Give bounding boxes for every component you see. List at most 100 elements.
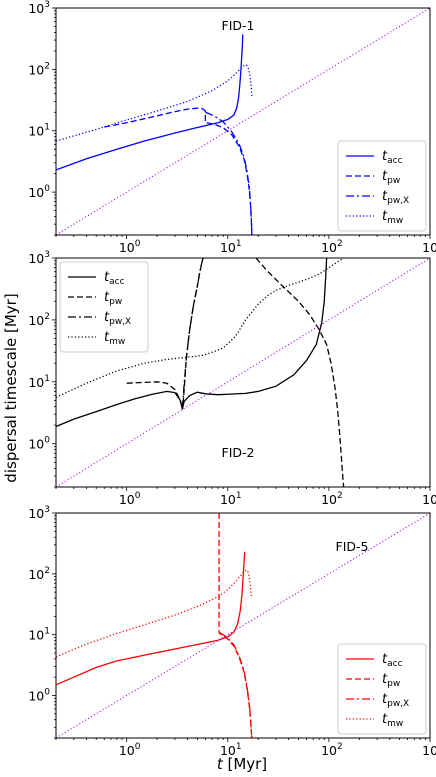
y-tick-label: 101: [28, 627, 50, 643]
legend-label-var: t: [104, 290, 110, 305]
y-tick-label: 100: [28, 687, 50, 703]
plot-frame: [55, 512, 431, 739]
series-tacc-line: [56, 34, 244, 171]
legend-label-var: t: [104, 330, 110, 345]
legend-label-var: t: [104, 310, 110, 325]
legend-label: tacc: [382, 652, 403, 669]
legend-label-var: t: [382, 652, 388, 667]
legend: tacc tpw tpw,X t mw: [337, 140, 427, 232]
series-tpwX-line: [205, 111, 253, 235]
legend-label: tpw,X: [104, 310, 131, 327]
legend-label-sub: pw: [109, 297, 122, 307]
panels: 100101102103100101102103FID-1tacctpwtpw,…: [28, 0, 436, 758]
y-tick-label-exp: 3: [44, 505, 50, 515]
series-tmw-line: [56, 258, 345, 398]
x-tick-label-exp: 1: [236, 239, 242, 249]
legend-label-sub: mw: [109, 337, 125, 347]
x-tick-label-base: 10: [119, 492, 135, 507]
y-tick-label: 102: [28, 566, 50, 582]
legend-label-sub: pw,X: [387, 196, 409, 206]
y-tick-label-exp: 0: [44, 436, 50, 446]
x-tick-label: 102: [321, 239, 343, 255]
series-tmw-line: [56, 64, 253, 142]
series-group: [56, 513, 430, 738]
y-tick-label-exp: 2: [44, 566, 50, 576]
y-tick-label: 101: [28, 374, 50, 390]
x-tick-label-base: 10: [422, 492, 436, 507]
series-tpwX-line: [181, 258, 204, 409]
legend-label-sub: acc: [387, 659, 402, 669]
x-tick-label-exp: 0: [135, 491, 141, 501]
x-tick-label-base: 10: [422, 240, 436, 255]
x-tick-label: 103: [422, 742, 436, 758]
x-axis-title-var: t: [217, 755, 224, 773]
legend-label-var: t: [382, 672, 388, 687]
x-tick-label: 101: [220, 742, 242, 758]
ticks: 100101102103100101102103: [28, 0, 436, 255]
y-tick-label: 103: [28, 250, 50, 266]
y-tick-label-exp: 3: [44, 250, 50, 260]
y-tick-label-base: 10: [28, 375, 44, 390]
y-tick-label-base: 10: [28, 688, 44, 703]
series-tpw-late-line: [255, 258, 345, 487]
x-tick-label-exp: 2: [337, 239, 343, 249]
series-one-to-one-line: [56, 8, 430, 235]
y-tick-label: 100: [28, 436, 50, 452]
panel-label: FID-1: [222, 18, 255, 33]
x-tick-label-exp: 2: [337, 742, 343, 752]
x-tick-label: 101: [220, 491, 242, 507]
y-tick-label-exp: 3: [44, 0, 50, 10]
x-tick-label-base: 10: [321, 492, 337, 507]
legend-label-var: t: [382, 712, 388, 727]
y-tick-label: 100: [28, 184, 50, 200]
x-tick-label: 101: [220, 239, 242, 255]
y-tick-label-exp: 1: [44, 374, 50, 384]
y-tick-label-base: 10: [28, 313, 44, 328]
y-tick-label-base: 10: [28, 628, 44, 643]
x-tick-label-base: 10: [220, 492, 236, 507]
panel-FID-1: 100101102103100101102103FID-1tacctpwtpw,…: [28, 0, 436, 255]
series-tpwX-line: [219, 632, 253, 738]
y-tick-label: 102: [28, 61, 50, 77]
x-tick-label-base: 10: [321, 240, 337, 255]
legend-label-sub: mw: [387, 719, 403, 729]
series-tacc-line: [56, 551, 246, 686]
legend-label: tacc: [382, 149, 403, 166]
legend-label-sub: mw: [387, 216, 403, 226]
x-tick-label: 102: [321, 742, 343, 758]
legend-label: tpw,X: [382, 189, 409, 206]
legend-label: tpw: [104, 290, 122, 307]
x-tick-label-exp: 2: [337, 491, 343, 501]
legend-label-sub: acc: [387, 156, 402, 166]
ticks: 100101102103100101102103: [28, 505, 436, 758]
legend-label-var: t: [382, 169, 388, 184]
legend-box: [59, 261, 149, 353]
legend-label: tpw: [382, 169, 400, 186]
y-tick-label-exp: 2: [44, 312, 50, 322]
legend-label-sub: acc: [109, 277, 124, 287]
x-tick-label-base: 10: [119, 240, 135, 255]
y-tick-label-base: 10: [28, 1, 44, 16]
y-tick-label-base: 10: [28, 62, 44, 77]
y-tick-label-base: 10: [28, 124, 44, 139]
x-tick-label-exp: 0: [135, 742, 141, 752]
y-tick-label-exp: 1: [44, 627, 50, 637]
series-tpw-line: [104, 107, 253, 235]
series-tpw-line: [126, 258, 204, 408]
y-axis-title: dispersal timescale [Myr]: [2, 293, 20, 482]
x-tick-label: 100: [119, 742, 141, 758]
x-tick-label-base: 10: [321, 743, 337, 758]
x-tick-label-base: 10: [220, 240, 236, 255]
legend-label-sub: pw,X: [109, 317, 131, 327]
y-tick-label-exp: 2: [44, 61, 50, 71]
plot-frame: [55, 7, 431, 236]
legend-label-sub: pw: [387, 679, 400, 689]
y-tick-label-base: 10: [28, 437, 44, 452]
panel-FID-5: 100101102103100101102103FID-5tacctpwtpw,…: [28, 505, 436, 758]
x-tick-label-exp: 1: [236, 742, 242, 752]
panel-FID-2: 100101102103100101102103FID-2tacctpwtpw,…: [28, 250, 436, 507]
y-tick-label: 102: [28, 312, 50, 328]
